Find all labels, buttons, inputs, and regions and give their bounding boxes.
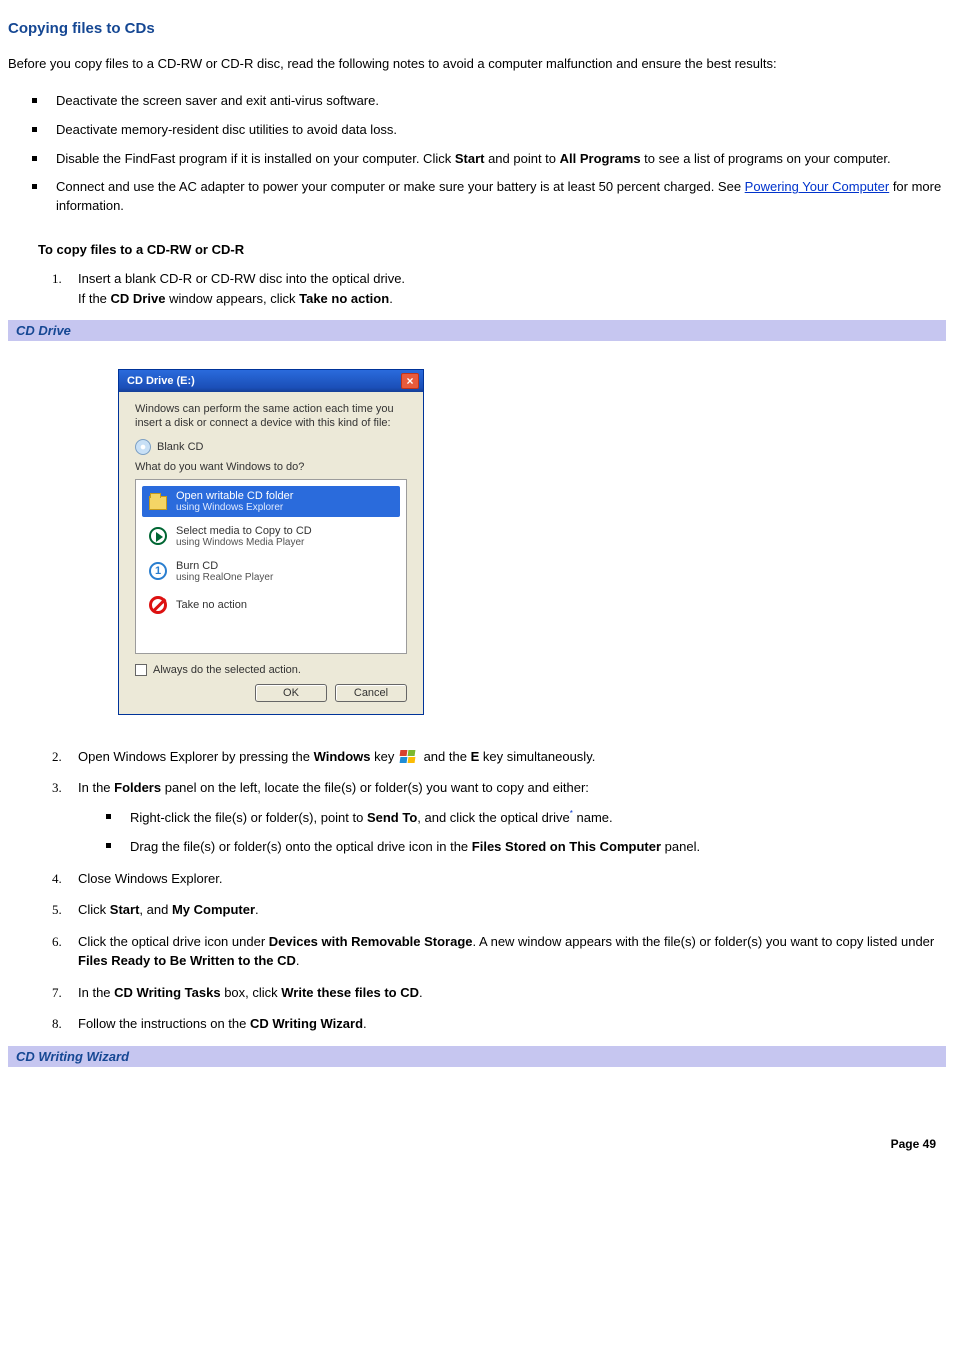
disc-label-row: Blank CD (135, 439, 407, 455)
cancel-button[interactable]: Cancel (335, 684, 407, 702)
note-item: Disable the FindFast program if it is in… (32, 150, 946, 169)
step-8: 8. Follow the instructions on the CD Wri… (8, 1014, 946, 1034)
close-icon[interactable]: × (401, 373, 419, 389)
step-3-option: Drag the file(s) or folder(s) onto the o… (106, 837, 946, 857)
folder-icon (148, 491, 168, 511)
step-number: 2. (52, 747, 62, 767)
step-7: 7. In the CD Writing Tasks box, click Wr… (8, 983, 946, 1003)
action-open-folder[interactable]: Open writable CD folderusing Windows Exp… (142, 486, 400, 517)
windows-key-icon (400, 750, 418, 764)
always-checkbox-label: Always do the selected action. (153, 664, 301, 676)
step-5: 5. Click Start, and My Computer. (8, 900, 946, 920)
action-list: Open writable CD folderusing Windows Exp… (135, 479, 407, 654)
media-player-icon (148, 526, 168, 546)
procedure-heading: To copy files to a CD-RW or CD-R (38, 242, 946, 257)
dialog-question: What do you want Windows to do? (135, 461, 407, 473)
step-3-options: Right-click the file(s) or folder(s), po… (78, 808, 946, 857)
always-checkbox-row[interactable]: Always do the selected action. (135, 664, 407, 676)
step-4: 4. Close Windows Explorer. (8, 869, 946, 889)
disc-label: Blank CD (157, 441, 203, 453)
step-number: 1. (52, 269, 62, 289)
note-item: Deactivate the screen saver and exit ant… (32, 92, 946, 111)
page-number: Page 49 (8, 1137, 946, 1151)
step-number: 5. (52, 900, 62, 920)
steps-list-cont: 2. Open Windows Explorer by pressing the… (8, 747, 946, 1034)
step-2: 2. Open Windows Explorer by pressing the… (8, 747, 946, 767)
realone-icon: 1 (148, 561, 168, 581)
ok-button[interactable]: OK (255, 684, 327, 702)
step-3-option: Right-click the file(s) or folder(s), po… (106, 808, 946, 828)
dialog-title-text: CD Drive (E:) (127, 375, 195, 387)
dialog-titlebar: CD Drive (E:) × (119, 370, 423, 392)
action-media-player[interactable]: Select media to Copy to CDusing Windows … (142, 521, 400, 552)
cd-drive-dialog-figure: CD Drive (E:) × Windows can perform the … (8, 341, 946, 735)
step-6: 6. Click the optical drive icon under De… (8, 932, 946, 971)
step-number: 7. (52, 983, 62, 1003)
notes-list: Deactivate the screen saver and exit ant… (8, 92, 946, 216)
steps-list: 1. Insert a blank CD-R or CD-RW disc int… (8, 269, 946, 308)
cd-drive-dialog: CD Drive (E:) × Windows can perform the … (118, 369, 424, 715)
powering-link[interactable]: Powering Your Computer (745, 179, 890, 194)
step-number: 3. (52, 778, 62, 798)
checkbox-icon[interactable] (135, 664, 147, 676)
note-item: Connect and use the AC adapter to power … (32, 178, 946, 216)
note-item: Deactivate memory-resident disc utilitie… (32, 121, 946, 140)
cd-writing-wizard-caption: CD Writing Wizard (8, 1046, 946, 1067)
action-take-no-action[interactable]: Take no action (142, 591, 400, 619)
step-number: 8. (52, 1014, 62, 1034)
step-number: 6. (52, 932, 62, 952)
dialog-message: Windows can perform the same action each… (135, 402, 407, 431)
disc-icon (135, 439, 151, 455)
cd-drive-caption: CD Drive (8, 320, 946, 341)
intro-text: Before you copy files to a CD-RW or CD-R… (8, 55, 946, 74)
no-action-icon (148, 595, 168, 615)
action-realone[interactable]: 1 Burn CDusing RealOne Player (142, 556, 400, 587)
section-title: Copying files to CDs (8, 20, 946, 37)
step-number: 4. (52, 869, 62, 889)
step-3: 3. In the Folders panel on the left, loc… (8, 778, 946, 857)
step-1: 1. Insert a blank CD-R or CD-RW disc int… (8, 269, 946, 308)
